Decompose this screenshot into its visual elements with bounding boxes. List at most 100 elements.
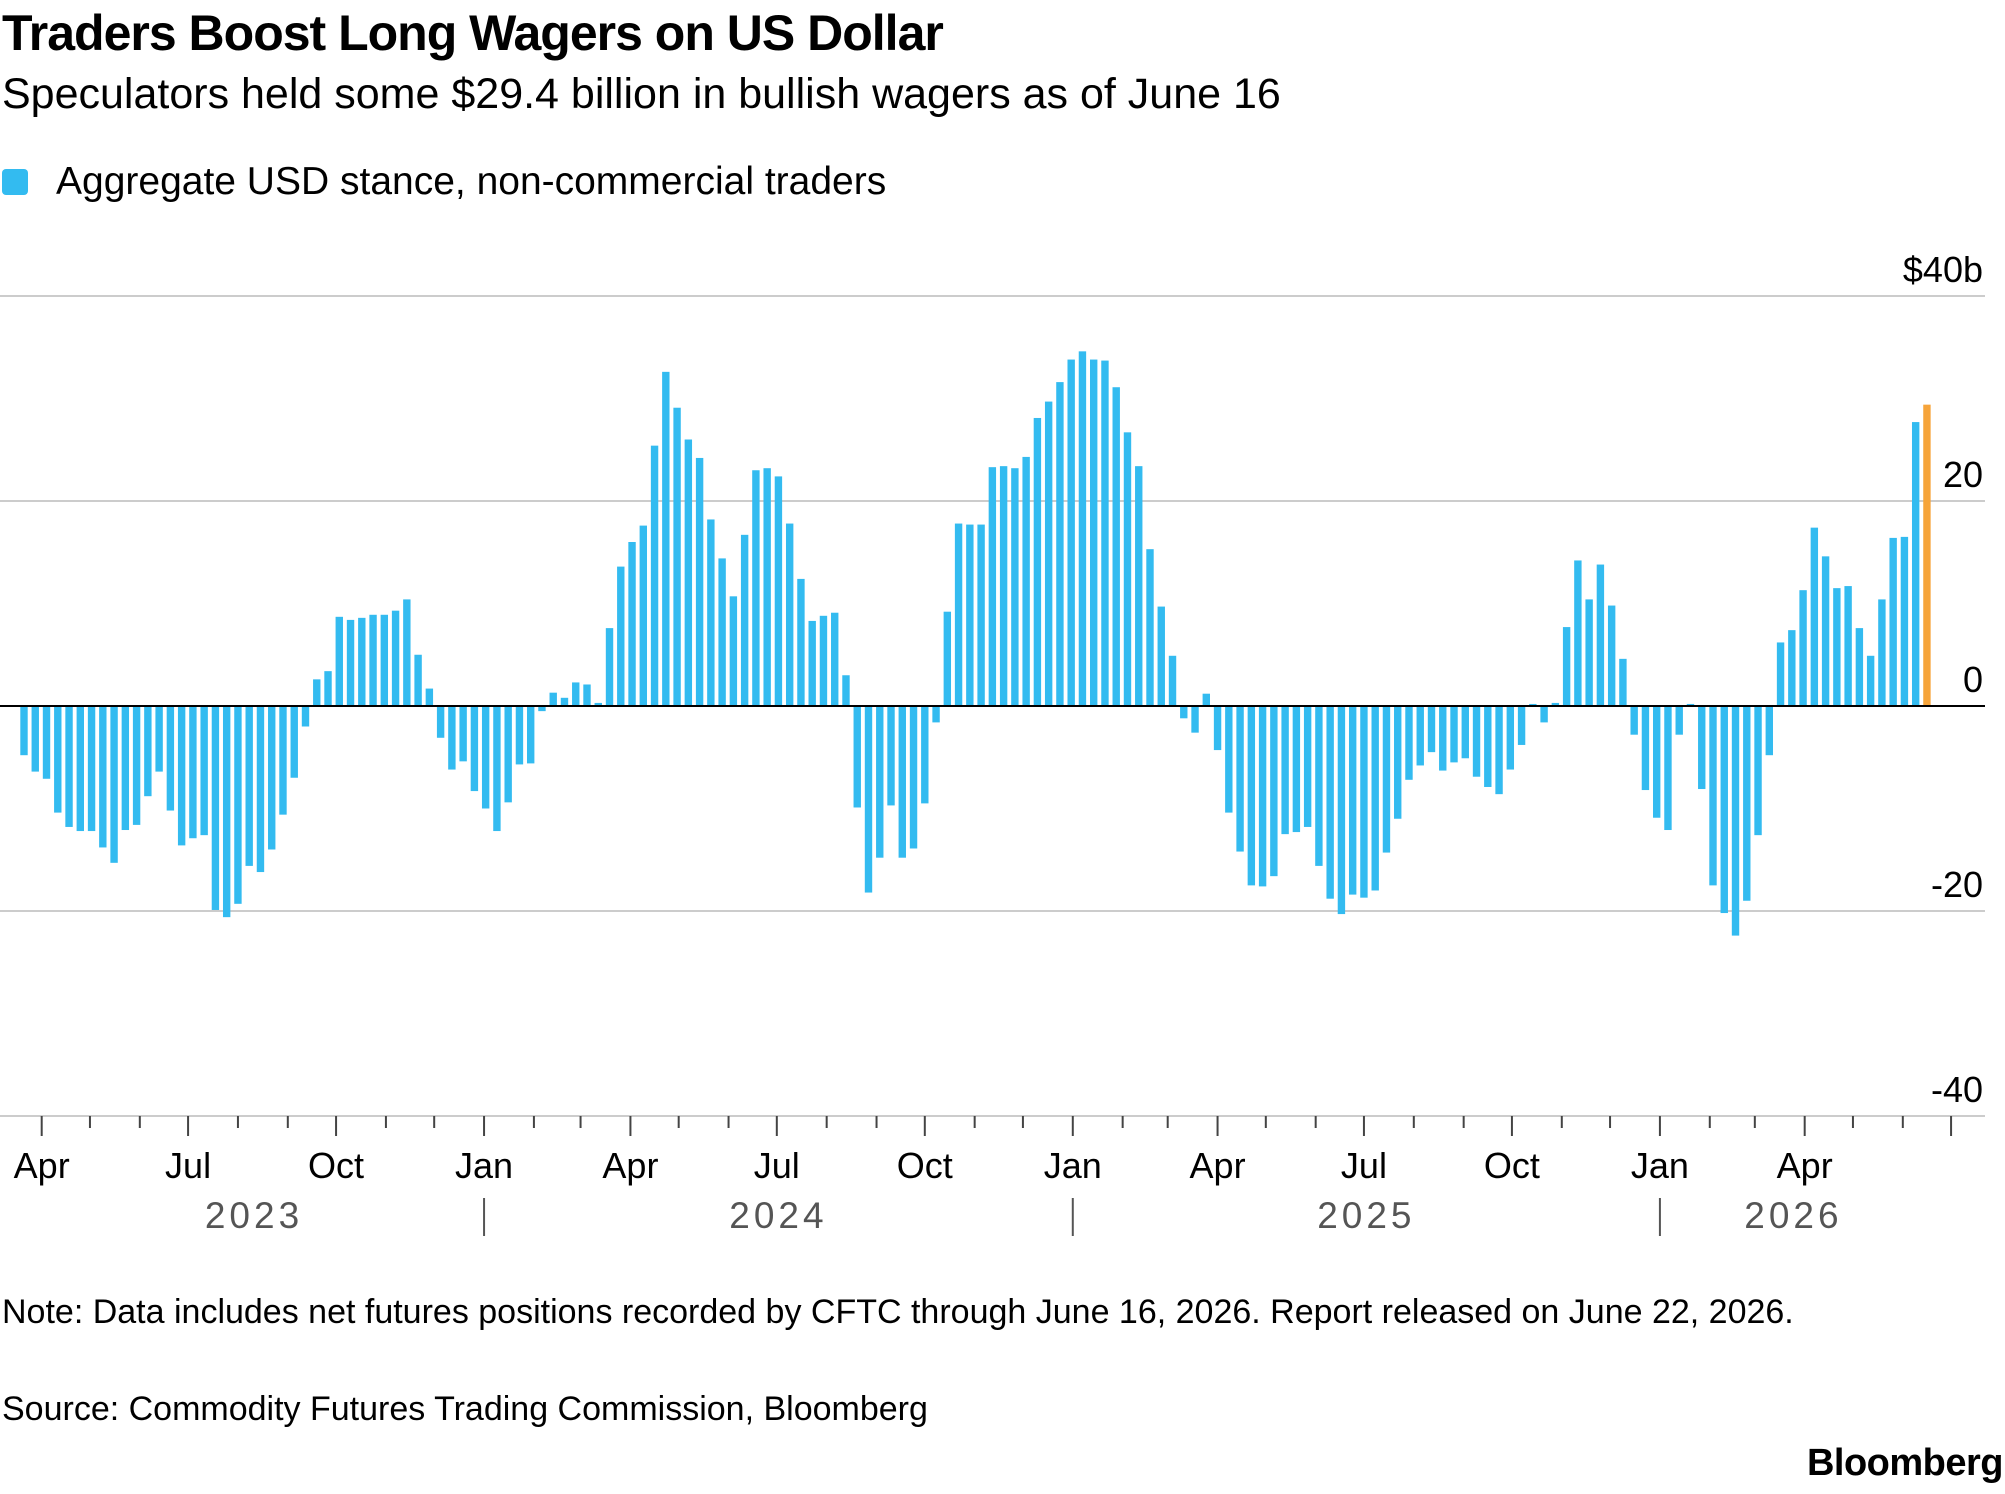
year-label: 2024	[729, 1195, 827, 1236]
bar	[189, 706, 197, 839]
bar	[605, 628, 614, 706]
bar	[1911, 422, 1920, 706]
bar	[290, 706, 298, 778]
x-tick-label: Apr	[1777, 1145, 1833, 1186]
bar	[932, 706, 940, 723]
bar	[1168, 655, 1177, 706]
year-label: 2025	[1317, 1195, 1415, 1236]
bar	[369, 614, 377, 706]
bar	[1303, 706, 1312, 827]
bar	[1889, 537, 1897, 706]
bar	[977, 524, 985, 706]
bar	[1056, 382, 1064, 706]
y-axis: $40b 20 0 -20 -40	[1903, 249, 1983, 1110]
x-tick-label: Jul	[165, 1145, 211, 1186]
bar	[1101, 360, 1109, 706]
bar	[999, 466, 1008, 706]
bar	[831, 612, 839, 706]
bar	[1866, 655, 1875, 706]
bar	[684, 439, 693, 706]
bar	[1033, 417, 1042, 706]
bar	[313, 679, 321, 706]
bar	[966, 524, 974, 706]
bar	[797, 578, 805, 706]
bar	[1506, 706, 1515, 770]
footnote: Note: Data includes net futures position…	[2, 1293, 1794, 1331]
bar	[1517, 706, 1526, 745]
bar	[1315, 706, 1323, 866]
bar	[954, 523, 963, 706]
bar	[1585, 599, 1593, 706]
chart-subtitle: Speculators held some $29.4 billion in b…	[2, 70, 1281, 118]
x-tick-label: Apr	[1190, 1145, 1246, 1186]
bar	[1776, 642, 1785, 706]
bar	[436, 706, 445, 738]
bar	[1484, 706, 1492, 787]
bar	[1878, 599, 1886, 706]
bar	[166, 706, 175, 811]
bar	[921, 706, 929, 804]
bar	[583, 684, 591, 706]
bar-highlight	[1923, 404, 1931, 706]
bar	[1225, 706, 1233, 813]
bar	[1292, 706, 1301, 833]
legend-swatch	[2, 169, 28, 195]
bar	[1731, 706, 1740, 936]
bar	[358, 617, 366, 706]
bar	[1788, 630, 1796, 706]
bar	[1698, 706, 1706, 790]
bar	[1270, 706, 1278, 877]
bars	[20, 351, 1931, 936]
bar	[763, 468, 771, 706]
year-label: 2023	[205, 1195, 303, 1236]
bar	[1709, 706, 1717, 886]
x-tick-label: Jan	[1044, 1145, 1102, 1186]
bar	[391, 610, 400, 706]
bar	[1450, 706, 1458, 763]
bar	[1686, 703, 1695, 706]
x-tick-label: Apr	[602, 1145, 658, 1186]
bar	[470, 706, 479, 792]
bar	[662, 371, 670, 706]
bar	[335, 616, 343, 706]
bar	[819, 615, 828, 706]
bar	[1754, 706, 1762, 836]
bar	[1191, 706, 1199, 733]
bar	[110, 706, 118, 863]
bar	[177, 706, 186, 846]
bar	[144, 706, 152, 797]
bar	[864, 706, 873, 893]
bar	[628, 542, 636, 706]
bar	[245, 706, 253, 866]
x-tick-label: Jan	[1631, 1145, 1689, 1186]
bar	[1900, 536, 1909, 707]
bar	[1044, 401, 1053, 706]
bar	[943, 611, 952, 706]
bar	[1236, 706, 1244, 852]
x-tick-label: Apr	[14, 1145, 70, 1186]
bar	[1180, 706, 1188, 719]
y-tick-label: $40b	[1903, 249, 1983, 290]
bar	[527, 706, 535, 764]
bar	[1348, 706, 1357, 895]
bar	[1405, 706, 1413, 780]
bar	[54, 706, 62, 813]
bar	[774, 476, 783, 706]
bar	[707, 519, 715, 706]
bar	[1427, 706, 1436, 753]
bar	[42, 706, 51, 779]
bar	[650, 445, 659, 706]
bar	[1157, 606, 1165, 706]
bar	[887, 706, 895, 806]
bar	[504, 706, 512, 803]
bar	[1641, 706, 1650, 791]
bar	[617, 566, 625, 706]
bar	[853, 706, 861, 808]
x-tick-label: Oct	[897, 1145, 953, 1186]
bar	[1090, 359, 1098, 706]
chart-title: Traders Boost Long Wagers on US Dollar	[2, 5, 944, 61]
x-tick-label: Oct	[308, 1145, 364, 1186]
bar	[1562, 627, 1571, 706]
bar	[909, 706, 918, 849]
